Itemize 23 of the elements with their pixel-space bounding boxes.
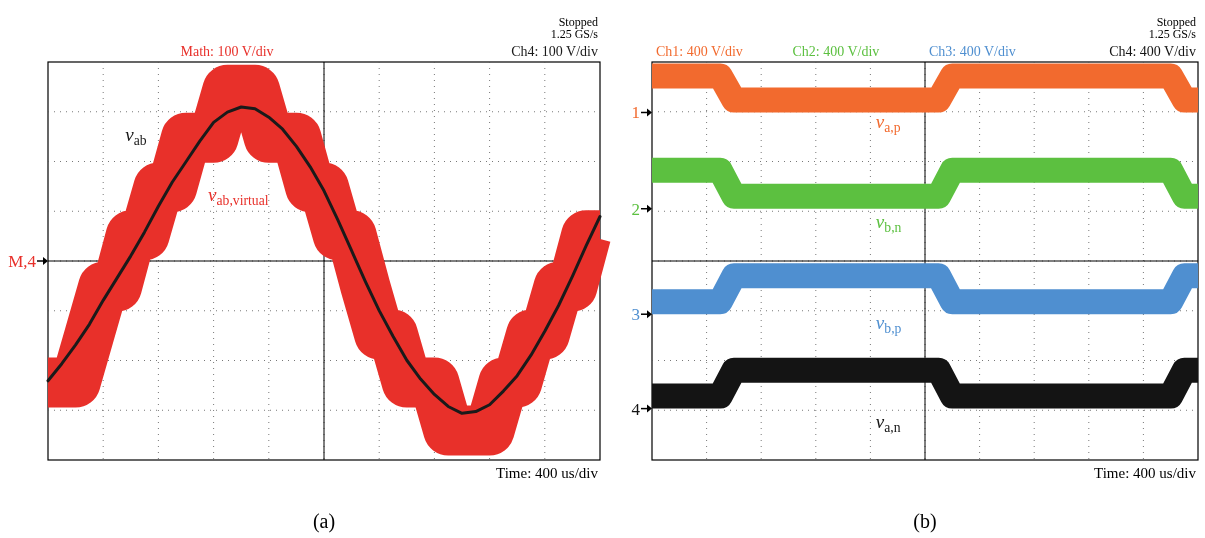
text: 3 bbox=[631, 305, 640, 325]
text: Math: 100 V/div bbox=[180, 44, 274, 59]
text: v$_{ab}$ bbox=[125, 124, 147, 148]
text: Ch4: 100 V/div bbox=[511, 44, 598, 59]
text: Stopped bbox=[1156, 15, 1196, 29]
series-label: v$_{b,n}$ bbox=[875, 210, 902, 235]
text: 2 bbox=[631, 199, 640, 219]
text: Stopped bbox=[558, 15, 598, 29]
text: (a) bbox=[312, 510, 336, 533]
text: (b) bbox=[913, 510, 937, 533]
text: v$_{a,n}$ bbox=[875, 410, 901, 435]
series-label: v$_{b,p}$ bbox=[875, 312, 902, 336]
text: Time: 400 us/div bbox=[496, 465, 599, 481]
text: Time: 400 us/div bbox=[1094, 465, 1197, 481]
text: 4 bbox=[631, 399, 641, 419]
text: Ch3: 400 V/div bbox=[929, 44, 1016, 59]
text: M,4 bbox=[8, 252, 37, 271]
series-label: v$_{a,p}$ bbox=[875, 110, 901, 135]
text: 1 bbox=[631, 103, 640, 123]
text: Ch4: 400 V/div bbox=[1109, 44, 1196, 59]
text: Ch2: 400 V/div bbox=[792, 44, 880, 59]
series-label: v$_{ab,virtual}$ bbox=[208, 184, 269, 208]
text: Ch1: 400 V/div bbox=[656, 44, 743, 59]
